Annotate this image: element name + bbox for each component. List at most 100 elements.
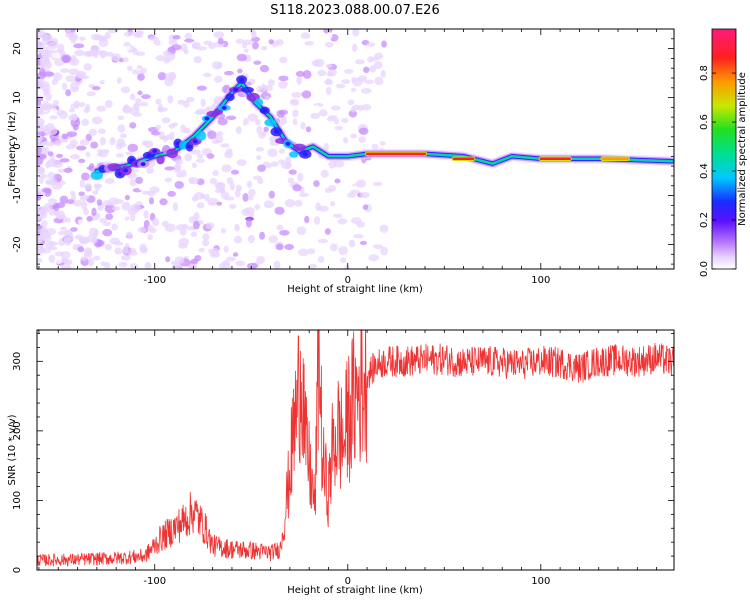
noise-blob bbox=[234, 188, 241, 198]
noise-blob bbox=[159, 198, 168, 206]
noise-blob bbox=[184, 38, 195, 43]
noise-blob bbox=[312, 187, 318, 193]
noise-blob bbox=[300, 32, 311, 40]
noise-blob bbox=[63, 167, 73, 173]
signal-blob bbox=[195, 130, 207, 141]
noise-blob bbox=[308, 263, 318, 269]
x-axis-ticks: -100 0 100 bbox=[38, 29, 658, 286]
noise-blob bbox=[109, 197, 120, 203]
noise-blob bbox=[252, 41, 259, 50]
noise-blob bbox=[261, 130, 267, 137]
noise-blob bbox=[373, 61, 383, 70]
noise-blob bbox=[253, 60, 262, 65]
noise-blob bbox=[159, 136, 167, 141]
noise-blob bbox=[330, 243, 338, 252]
noise-blob bbox=[137, 226, 147, 233]
x-axis-label: Height of straight line (km) bbox=[287, 585, 423, 596]
noise-blob bbox=[218, 262, 226, 269]
noise-blob bbox=[37, 166, 46, 174]
noise-blob bbox=[220, 143, 230, 148]
y-tick-label: 100 bbox=[12, 491, 23, 510]
noise-blob bbox=[73, 100, 80, 108]
noise-blob bbox=[49, 115, 58, 120]
noise-blob bbox=[247, 113, 259, 122]
colorbar-label: Normalized spectral amplitude bbox=[737, 72, 748, 226]
noise-speckle bbox=[37, 29, 389, 269]
noise-blob bbox=[181, 224, 189, 229]
noise-blob bbox=[139, 67, 147, 74]
noise-blob bbox=[132, 112, 143, 117]
noise-blob bbox=[348, 239, 356, 248]
noise-blob bbox=[265, 163, 272, 169]
noise-blob bbox=[189, 177, 199, 185]
noise-blob bbox=[157, 107, 168, 112]
signal-blob bbox=[90, 170, 104, 180]
noise-blob bbox=[37, 31, 43, 39]
noise-blob bbox=[37, 77, 45, 87]
x-tick-label: 100 bbox=[531, 576, 550, 587]
noise-blob bbox=[193, 56, 202, 64]
noise-blob bbox=[188, 263, 197, 269]
noise-blob bbox=[122, 57, 129, 63]
noise-blob bbox=[133, 102, 140, 111]
noise-blob bbox=[276, 243, 284, 251]
x-tick-label: 100 bbox=[531, 275, 550, 286]
noise-blob bbox=[225, 115, 237, 121]
noise-blob bbox=[258, 138, 270, 143]
noise-blob bbox=[324, 41, 334, 48]
noise-blob bbox=[354, 59, 365, 65]
noise-blob bbox=[287, 177, 295, 184]
noise-blob bbox=[200, 194, 206, 200]
noise-blob bbox=[65, 29, 71, 33]
noise-blob bbox=[91, 85, 101, 91]
y-tick-label: 20 bbox=[12, 42, 23, 55]
noise-blob bbox=[205, 222, 215, 229]
noise-blob bbox=[190, 149, 202, 155]
y-tick-label: -20 bbox=[12, 236, 23, 252]
noise-blob bbox=[332, 213, 343, 218]
noise-blob bbox=[202, 72, 212, 78]
noise-blob bbox=[124, 194, 131, 201]
noise-blob bbox=[59, 226, 67, 231]
noise-blob bbox=[335, 83, 346, 89]
noise-blob bbox=[107, 29, 119, 34]
noise-blob bbox=[247, 195, 254, 201]
noise-blob bbox=[51, 52, 61, 59]
noise-blob bbox=[125, 151, 134, 156]
noise-blob bbox=[225, 148, 233, 155]
noise-blob bbox=[174, 180, 184, 189]
noise-blob bbox=[135, 176, 143, 185]
noise-blob bbox=[99, 217, 108, 224]
noise-blob bbox=[118, 142, 127, 148]
noise-blob bbox=[99, 50, 109, 58]
noise-blob bbox=[124, 31, 132, 37]
noise-blob bbox=[124, 216, 130, 221]
noise-blob bbox=[284, 198, 296, 208]
noise-blob bbox=[302, 70, 312, 79]
noise-blob bbox=[179, 169, 187, 178]
noise-blob bbox=[245, 123, 255, 129]
noise-blob bbox=[56, 153, 63, 159]
noise-blob bbox=[191, 43, 199, 49]
noise-blob bbox=[236, 53, 247, 62]
noise-blob bbox=[59, 195, 69, 205]
noise-blob bbox=[79, 196, 86, 202]
y-tick-label: 300 bbox=[12, 352, 23, 371]
x-tick-label: -100 bbox=[143, 576, 166, 587]
noise-blob bbox=[41, 220, 48, 228]
signal-blob bbox=[288, 151, 299, 158]
signal-core bbox=[262, 108, 268, 113]
noise-blob bbox=[344, 264, 350, 269]
y-axis-label: Frequency (Hz) bbox=[7, 111, 18, 187]
noise-blob bbox=[37, 257, 43, 263]
snr-panel: -100 0 100 0 100 200 300 Height of straight l… bbox=[7, 329, 675, 596]
noise-blob bbox=[254, 204, 261, 210]
noise-blob bbox=[207, 201, 217, 206]
noise-blob bbox=[104, 178, 115, 184]
noise-blob bbox=[330, 200, 336, 207]
noise-blob bbox=[44, 141, 56, 147]
noise-blob bbox=[129, 93, 136, 101]
signal-core bbox=[192, 139, 198, 144]
noise-blob bbox=[136, 64, 143, 70]
noise-blob bbox=[263, 200, 274, 209]
